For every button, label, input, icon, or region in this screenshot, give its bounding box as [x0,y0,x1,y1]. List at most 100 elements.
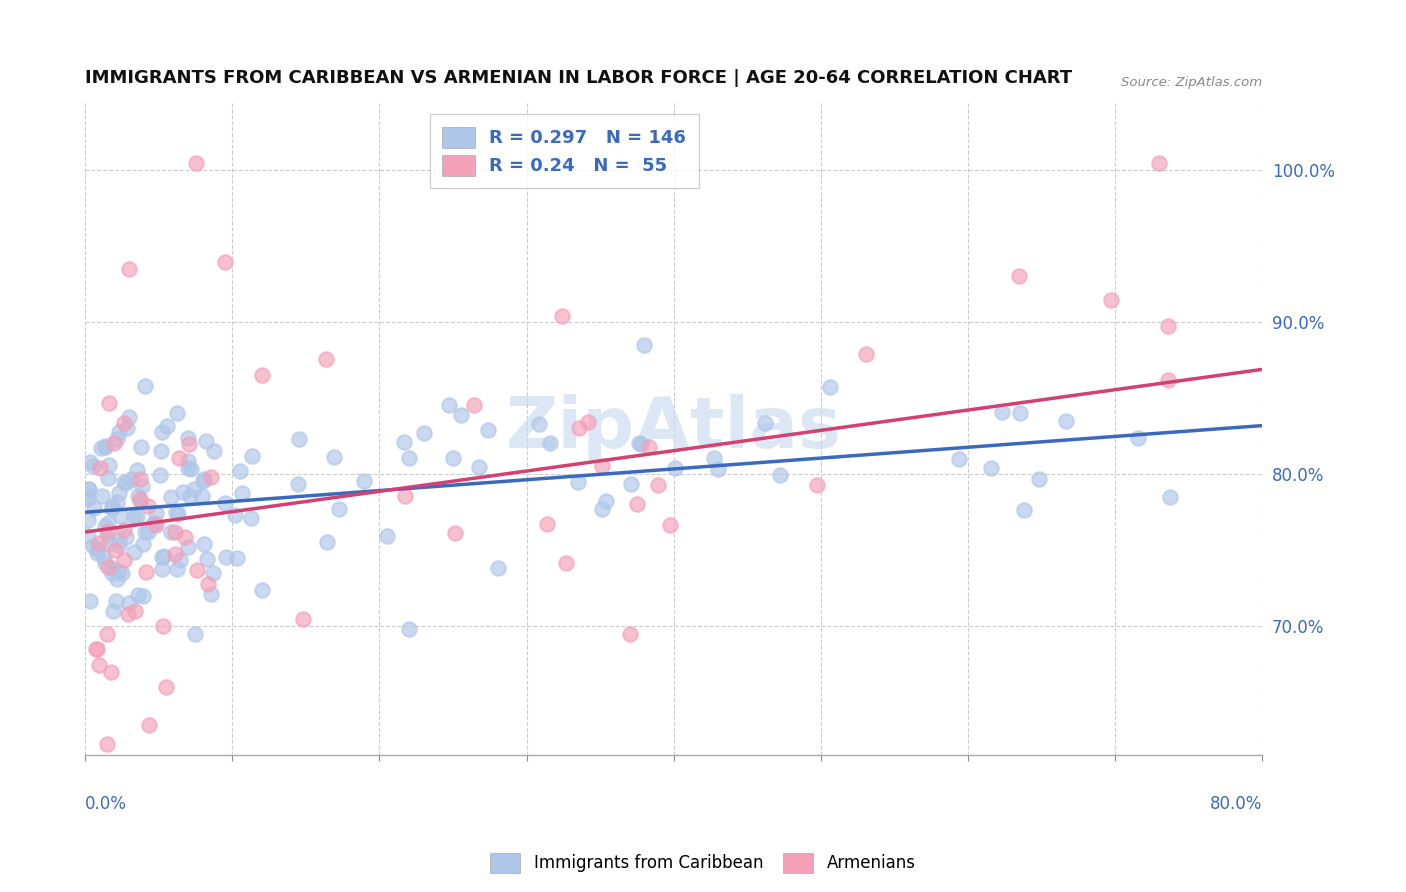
Point [105,433,128,447]
Point [108,425,131,439]
Point [108,486,131,500]
Point [228,464,250,478]
Point [127,489,149,503]
Point [77,513,100,527]
Point [224,508,246,522]
Point [567,475,589,490]
Point [166,561,188,575]
Point [136,499,159,513]
Point [98,396,121,410]
Point [165,505,187,519]
Point [1156,318,1178,333]
Point [108,533,131,547]
Point [287,433,309,447]
Point [225,551,247,566]
Point [191,474,214,488]
Point [806,477,828,491]
Point [79,594,101,608]
Point [134,378,156,392]
Point [156,418,179,433]
Point [591,501,613,516]
Point [820,380,842,394]
Point [131,440,153,454]
Point [323,450,346,464]
Point [97,458,120,472]
Point [536,516,558,531]
Point [176,541,198,555]
Point [136,525,159,540]
Point [214,254,236,268]
Point [637,440,659,454]
Point [703,450,725,465]
Point [115,420,138,434]
Point [105,593,128,607]
Point [1054,414,1077,428]
Point [118,262,141,277]
Point [160,491,183,505]
Point [627,436,650,450]
Point [114,553,136,567]
Point [231,485,253,500]
Point [769,467,792,482]
Point [97,559,120,574]
Point [111,566,134,580]
Point [86,642,108,657]
Point [134,524,156,539]
Point [630,437,652,451]
Text: 0.0%: 0.0% [86,795,127,813]
Point [101,501,124,516]
Point [149,467,172,482]
Point [398,451,420,466]
Point [441,450,464,465]
Point [96,516,118,530]
Point [103,604,125,618]
Point [166,508,188,522]
Point [105,572,128,586]
Point [626,497,648,511]
Point [394,489,416,503]
Point [568,420,591,434]
Point [707,462,730,476]
Point [353,474,375,488]
Point [177,461,200,475]
Point [529,417,551,431]
Point [90,441,112,455]
Point [152,619,174,633]
Point [108,564,131,578]
Point [195,434,218,449]
Point [100,500,122,515]
Point [77,491,100,505]
Point [664,460,686,475]
Point [94,439,117,453]
Point [152,550,174,565]
Point [100,665,122,679]
Point [93,549,115,564]
Point [97,471,120,485]
Point [214,496,236,510]
Point [143,516,166,531]
Point [86,642,108,657]
Point [138,718,160,732]
Point [477,423,499,437]
Point [77,482,100,496]
Point [240,449,263,463]
Point [110,509,132,524]
Point [153,549,176,564]
Point [134,565,156,579]
Point [172,485,194,500]
Point [107,495,129,509]
Point [108,539,131,553]
Point [101,561,124,575]
Point [94,519,117,533]
Point [129,492,152,507]
Point [82,539,104,553]
Point [91,489,114,503]
Point [444,525,467,540]
Point [538,435,561,450]
Point [174,530,197,544]
Point [1157,373,1180,387]
Point [165,547,187,561]
Point [591,459,613,474]
Point [201,566,224,580]
Point [620,476,643,491]
